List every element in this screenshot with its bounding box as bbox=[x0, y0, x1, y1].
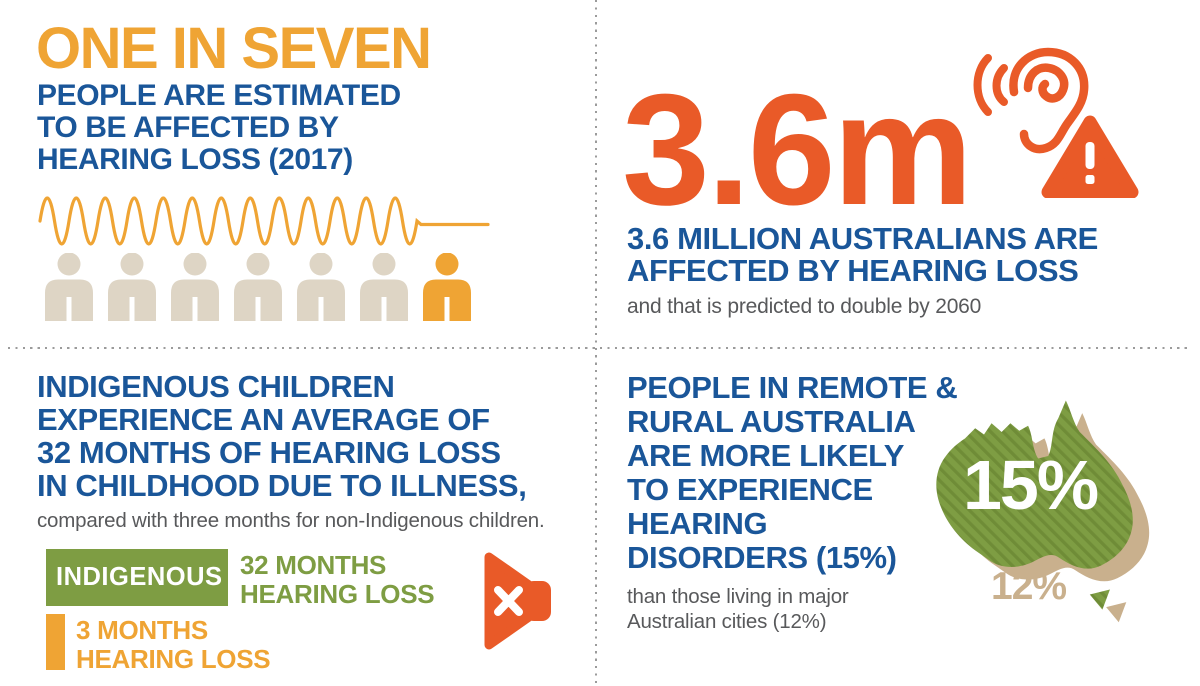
indigenous-bar-value: 32 MONTHS HEARING LOSS bbox=[240, 550, 435, 609]
value-line: 32 MONTHS bbox=[240, 550, 387, 580]
heading-line: INDIGENOUS CHILDREN bbox=[37, 369, 395, 404]
person-icon bbox=[108, 253, 156, 321]
sound-wave-graphic bbox=[38, 196, 490, 246]
map-mainland bbox=[936, 400, 1133, 610]
heading-line: IN CHILDHOOD DUE TO ILLNESS, bbox=[37, 468, 527, 503]
stat-value: 3.6m bbox=[622, 62, 973, 238]
panel-title: ONE IN SEVEN bbox=[36, 16, 432, 81]
heading-line: 32 MONTHS OF HEARING LOSS bbox=[37, 435, 501, 470]
australia-map bbox=[936, 400, 1150, 623]
warning-triangle-icon bbox=[1041, 115, 1139, 198]
panel-note: compared with three months for non-Indig… bbox=[37, 509, 545, 532]
note-line: Australian cities (12%) bbox=[627, 610, 827, 633]
heading-line: DISORDERS (15%) bbox=[627, 540, 897, 575]
heading-line: PEOPLE IN REMOTE & bbox=[627, 370, 958, 405]
panel-heading: INDIGENOUS CHILDREN EXPERIENCE AN AVERAG… bbox=[37, 369, 527, 503]
person-icon bbox=[234, 253, 282, 321]
panel-remote-rural: 15% 12% PEOPLE IN REMOTE & RURAL AUSTRAL… bbox=[597, 348, 1200, 686]
person-icon bbox=[297, 253, 345, 321]
horizontal-dotted-separator bbox=[8, 347, 1192, 350]
subtitle-line: TO BE AFFECTED BY bbox=[37, 111, 339, 144]
person-icon bbox=[360, 253, 408, 321]
map-remote-value: 15% bbox=[963, 446, 1099, 524]
heading-line: AFFECTED BY HEARING LOSS bbox=[627, 253, 1079, 288]
person-pictograph-row bbox=[45, 253, 471, 321]
heading-line: EXPERIENCE AN AVERAGE OF bbox=[37, 402, 490, 437]
person-icon-highlighted bbox=[423, 253, 471, 321]
value-line: 3 MONTHS bbox=[76, 615, 208, 645]
panel-one-in-seven: ONE IN SEVEN PEOPLE ARE ESTIMATED TO BE … bbox=[0, 0, 597, 348]
sound-arc-inner bbox=[992, 64, 1008, 106]
person-icon bbox=[171, 253, 219, 321]
heading-line: TO EXPERIENCE bbox=[627, 472, 873, 507]
panel-heading: 3.6 MILLION AUSTRALIANS ARE AFFECTED BY … bbox=[627, 223, 1098, 287]
non-indigenous-bar bbox=[46, 614, 65, 670]
panel-note: than those living in major Australian ci… bbox=[627, 584, 849, 634]
subtitle-line: PEOPLE ARE ESTIMATED bbox=[37, 79, 401, 112]
note-line: than those living in major bbox=[627, 585, 849, 608]
panel-heading: PEOPLE IN REMOTE & RURAL AUSTRALIA ARE M… bbox=[627, 370, 958, 575]
heading-line: ARE MORE LIKELY bbox=[627, 438, 905, 473]
indigenous-bar-label: INDIGENOUS bbox=[56, 563, 223, 591]
heading-line: HEARING bbox=[627, 506, 768, 541]
non-indigenous-bar-value: 3 MONTHS HEARING LOSS bbox=[76, 615, 271, 674]
value-line: HEARING LOSS bbox=[240, 579, 435, 609]
indigenous-bar: INDIGENOUS bbox=[46, 549, 228, 606]
heading-line: 3.6 MILLION AUSTRALIANS ARE bbox=[627, 221, 1098, 256]
panel-note: and that is predicted to double by 2060 bbox=[627, 295, 982, 318]
x-icon bbox=[494, 586, 523, 616]
heading-line: RURAL AUSTRALIA bbox=[627, 404, 916, 439]
sound-arc-outer bbox=[973, 54, 992, 116]
ear-listening-icon bbox=[973, 47, 1089, 154]
vertical-dotted-separator bbox=[595, 0, 598, 686]
person-icon bbox=[45, 253, 93, 321]
panel-3-6m: 3.6m 3.6 MILLION AUSTRALIANS ARE AFFECTE… bbox=[597, 0, 1200, 348]
panel-subtitle: PEOPLE ARE ESTIMATED TO BE AFFECTED BY H… bbox=[37, 80, 401, 176]
muted-speaker-icon bbox=[484, 552, 551, 650]
value-line: HEARING LOSS bbox=[76, 644, 271, 674]
subtitle-line: HEARING LOSS (2017) bbox=[37, 143, 353, 176]
map-tasmania bbox=[1089, 589, 1110, 610]
panel-indigenous-children: INDIGENOUS CHILDREN EXPERIENCE AN AVERAG… bbox=[0, 348, 597, 686]
map-cities-value: 12% bbox=[991, 565, 1067, 608]
